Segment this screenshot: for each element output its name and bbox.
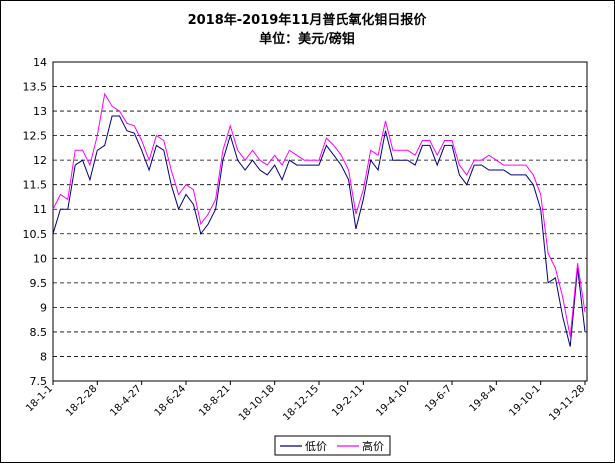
y-tick-label: 8.5 — [30, 326, 48, 339]
y-tick-label: 9.5 — [30, 277, 48, 290]
chart-subtitle: 单位：美元/磅钼 — [259, 31, 355, 47]
series-line — [52, 92, 586, 337]
chart-title: 2018年-2019年11月普氏氧化钼日报价 — [188, 12, 428, 28]
series-line — [52, 115, 586, 347]
y-tick-label: 10.5 — [23, 228, 48, 241]
y-tick-label: 8 — [40, 350, 47, 363]
y-tick-label: 9 — [40, 301, 47, 314]
y-tick-label: 11 — [33, 203, 47, 216]
legend-label: 低价 — [305, 440, 327, 453]
y-tick-label: 14 — [33, 56, 47, 69]
y-tick-label: 7.5 — [30, 375, 48, 388]
y-tick-label: 12 — [33, 154, 47, 167]
y-tick-label: 11.5 — [23, 179, 48, 192]
y-tick-label: 10 — [33, 252, 47, 265]
y-tick-label: 13.5 — [23, 81, 48, 94]
y-tick-label: 12.5 — [23, 130, 48, 143]
legend-label: 高价 — [362, 439, 384, 453]
y-tick-label: 13 — [33, 105, 47, 118]
legend — [274, 435, 391, 456]
plot-area — [52, 61, 588, 382]
